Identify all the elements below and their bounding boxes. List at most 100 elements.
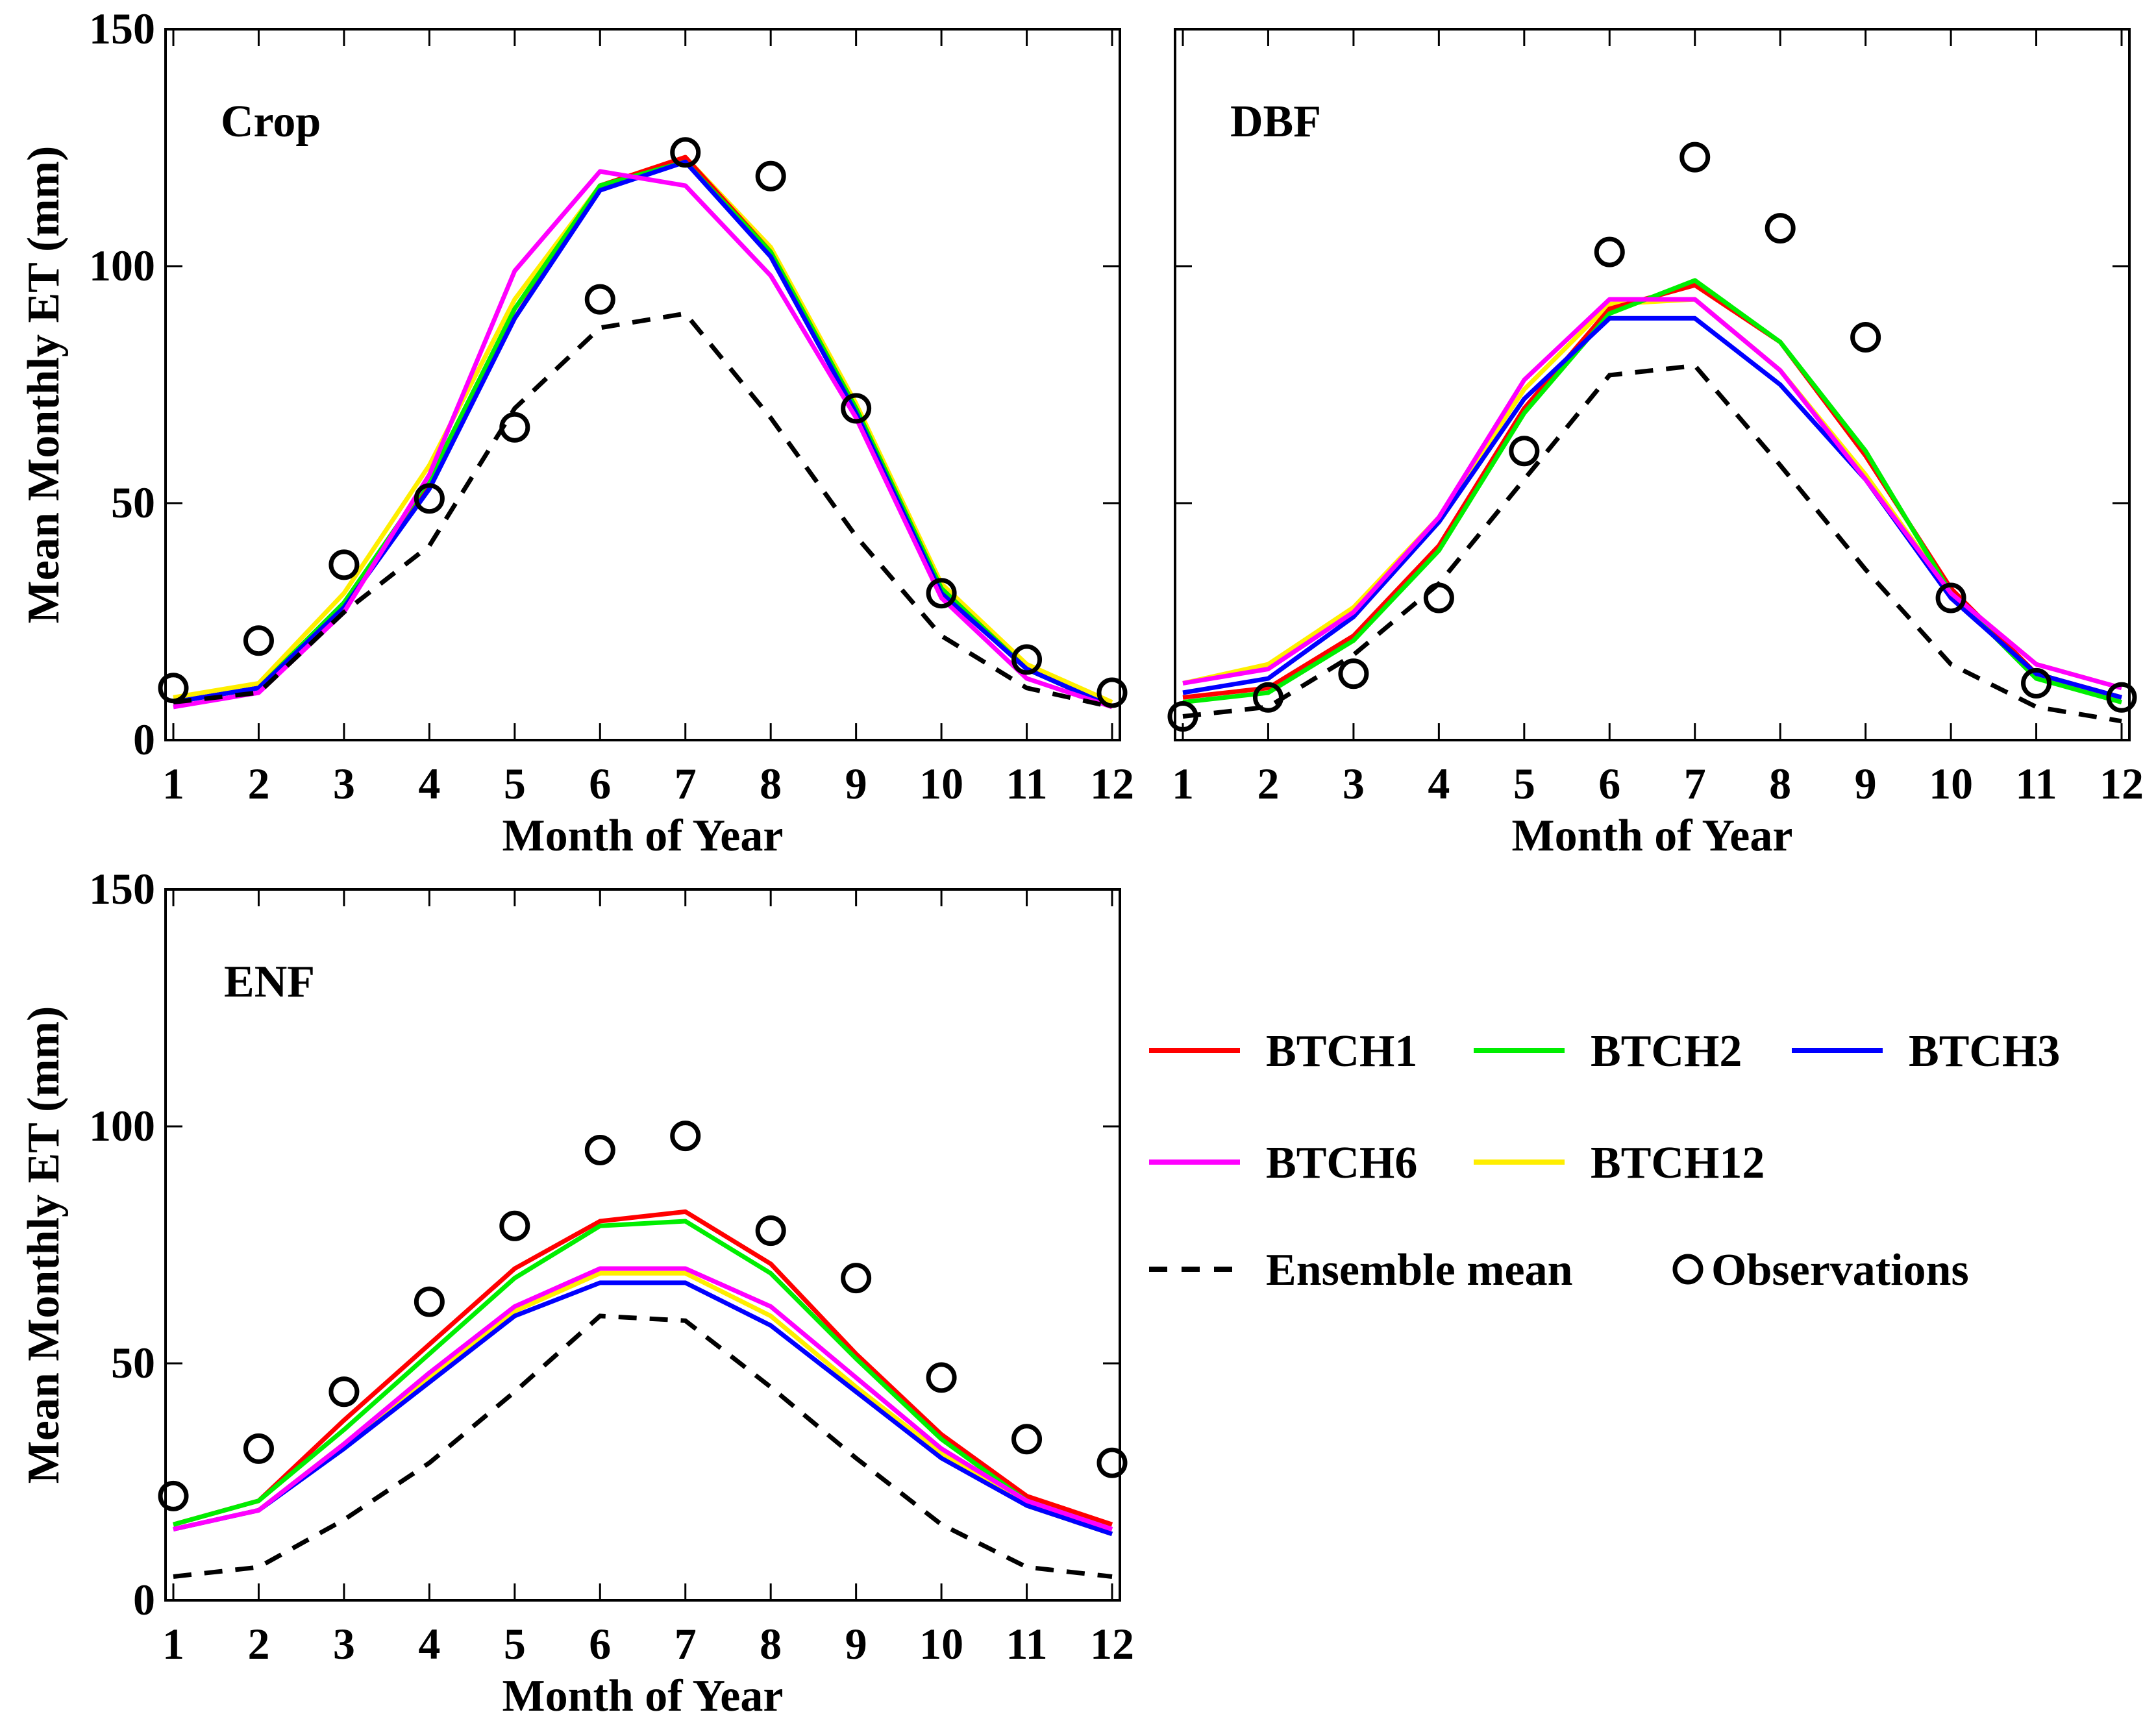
legend-item-btch12: BTCH12 bbox=[1474, 1138, 1765, 1188]
x-tick-label-crop-7: 7 bbox=[675, 759, 697, 808]
series-line-enf-ensemble-mean bbox=[173, 1313, 1113, 1579]
observation-point-crop-9 bbox=[841, 393, 872, 424]
x-tick-label-dbf-9: 9 bbox=[1855, 759, 1877, 808]
observation-point-dbf-10 bbox=[1935, 582, 1966, 614]
legend-label-btch3: BTCH3 bbox=[1909, 1026, 2060, 1076]
observation-point-crop-7 bbox=[670, 137, 701, 168]
observation-point-dbf-3 bbox=[1338, 658, 1369, 689]
series-line-dbf-ensemble-mean bbox=[1182, 363, 2122, 724]
x-tick-label-crop-3: 3 bbox=[333, 759, 355, 808]
legend-item-btch2: BTCH2 bbox=[1474, 1026, 1742, 1076]
x-tick-label-crop-8: 8 bbox=[760, 759, 782, 808]
y-tick-label-enf-0: 0 bbox=[133, 1575, 155, 1624]
x-tick-label-dbf-7: 7 bbox=[1684, 759, 1706, 808]
observation-point-enf-8 bbox=[755, 1215, 786, 1246]
observation-point-dbf-7 bbox=[1679, 142, 1711, 173]
x-tick-label-crop-11: 11 bbox=[1006, 759, 1047, 808]
observation-point-crop-12 bbox=[1097, 677, 1128, 708]
x-tick-label-enf-4: 4 bbox=[418, 1619, 440, 1668]
x-tick-label-crop-9: 9 bbox=[845, 759, 867, 808]
x-tick-label-dbf-8: 8 bbox=[1769, 759, 1791, 808]
x-axis-title-crop: Month of Year bbox=[502, 811, 784, 861]
y-tick-label-crop-50: 50 bbox=[111, 478, 155, 527]
x-tick-label-enf-3: 3 bbox=[333, 1619, 355, 1668]
x-tick-label-dbf-3: 3 bbox=[1343, 759, 1365, 808]
plot-frame-enf bbox=[164, 888, 1121, 1602]
legend-label-btch12: BTCH12 bbox=[1591, 1138, 1765, 1188]
observation-point-enf-6 bbox=[584, 1135, 615, 1165]
observation-point-crop-2 bbox=[243, 625, 274, 656]
x-tick-label-dbf-5: 5 bbox=[1513, 759, 1535, 808]
observation-point-dbf-4 bbox=[1423, 582, 1454, 614]
legend-swatch-observations bbox=[1672, 1254, 1704, 1285]
observation-point-enf-11 bbox=[1011, 1424, 1043, 1455]
y-axis-title-crop: Mean Monthly ET (mm) bbox=[19, 146, 69, 624]
plot-frame-dbf bbox=[1174, 28, 2131, 741]
observation-point-enf-5 bbox=[499, 1210, 530, 1241]
observation-point-crop-6 bbox=[584, 284, 615, 315]
x-tick-label-enf-2: 2 bbox=[247, 1619, 269, 1668]
y-tick-label-enf-50: 50 bbox=[111, 1338, 155, 1387]
x-tick-label-enf-8: 8 bbox=[760, 1619, 782, 1668]
x-tick-label-dbf-6: 6 bbox=[1598, 759, 1620, 808]
x-tick-label-dbf-12: 12 bbox=[2100, 759, 2144, 808]
observation-point-enf-3 bbox=[328, 1376, 360, 1407]
x-tick-label-crop-4: 4 bbox=[418, 759, 440, 808]
x-tick-label-crop-1: 1 bbox=[162, 759, 184, 808]
x-tick-label-dbf-1: 1 bbox=[1172, 759, 1194, 808]
legend-item-ensemble-mean: Ensemble mean bbox=[1149, 1245, 1573, 1295]
legend-item-btch1: BTCH1 bbox=[1149, 1026, 1417, 1076]
panel-title-enf: ENF bbox=[224, 957, 315, 1007]
observation-point-crop-1 bbox=[158, 673, 189, 704]
observation-point-dbf-6 bbox=[1594, 236, 1625, 267]
observation-point-crop-10 bbox=[926, 578, 957, 609]
x-tick-label-dbf-11: 11 bbox=[2015, 759, 2057, 808]
series-line-crop-btch6 bbox=[173, 169, 1113, 710]
x-tick-label-crop-10: 10 bbox=[919, 759, 963, 808]
legend-label-btch1: BTCH1 bbox=[1266, 1026, 1417, 1076]
observation-point-dbf-9 bbox=[1850, 322, 1881, 353]
observation-point-enf-12 bbox=[1097, 1447, 1128, 1478]
series-line-dbf-btch3 bbox=[1182, 316, 2122, 700]
x-tick-label-enf-7: 7 bbox=[675, 1619, 697, 1668]
legend-item-btch6: BTCH6 bbox=[1149, 1138, 1417, 1188]
legend-item-btch3: BTCH3 bbox=[1792, 1026, 2060, 1076]
x-axis-title-enf: Month of Year bbox=[502, 1671, 784, 1721]
series-line-crop-ensemble-mean bbox=[173, 311, 1113, 710]
observation-point-enf-4 bbox=[414, 1286, 445, 1317]
y-tick-label-enf-100: 100 bbox=[89, 1101, 155, 1150]
observation-point-enf-9 bbox=[841, 1263, 872, 1294]
observation-point-crop-8 bbox=[755, 160, 786, 192]
x-tick-label-crop-6: 6 bbox=[589, 759, 611, 808]
plot-frame-crop bbox=[164, 28, 1121, 741]
legend-item-observations: Observations bbox=[1672, 1245, 1969, 1295]
x-tick-label-dbf-2: 2 bbox=[1257, 759, 1279, 808]
observation-point-dbf-8 bbox=[1765, 213, 1796, 244]
series-line-enf-btch3 bbox=[173, 1280, 1113, 1537]
observation-point-crop-11 bbox=[1011, 644, 1043, 675]
legend-label-btch2: BTCH2 bbox=[1591, 1026, 1742, 1076]
legend: BTCH1 BTCH2 BTCH3 BTCH6 BTCH12 Ensemble mean O… bbox=[1149, 1026, 2060, 1295]
observation-point-crop-5 bbox=[499, 412, 530, 443]
observation-point-enf-1 bbox=[158, 1480, 189, 1511]
x-tick-label-enf-10: 10 bbox=[919, 1619, 963, 1668]
panel-title-dbf: DBF bbox=[1230, 97, 1321, 147]
observation-point-enf-10 bbox=[926, 1362, 957, 1393]
observation-point-dbf-11 bbox=[2021, 667, 2052, 699]
observation-point-crop-3 bbox=[328, 549, 360, 580]
x-axis-title-dbf: Month of Year bbox=[1512, 811, 1793, 861]
observation-point-dbf-5 bbox=[1509, 436, 1540, 467]
legend-label-btch6: BTCH6 bbox=[1266, 1138, 1417, 1188]
y-tick-label-crop-150: 150 bbox=[89, 4, 155, 53]
y-axis-title-enf: Mean Monthly ET (mm) bbox=[19, 1006, 69, 1484]
y-tick-label-crop-100: 100 bbox=[89, 241, 155, 290]
series-line-enf-btch2 bbox=[173, 1219, 1113, 1531]
y-tick-label-crop-0: 0 bbox=[133, 715, 155, 764]
x-tick-label-crop-2: 2 bbox=[247, 759, 269, 808]
x-tick-label-enf-6: 6 bbox=[589, 1619, 611, 1668]
